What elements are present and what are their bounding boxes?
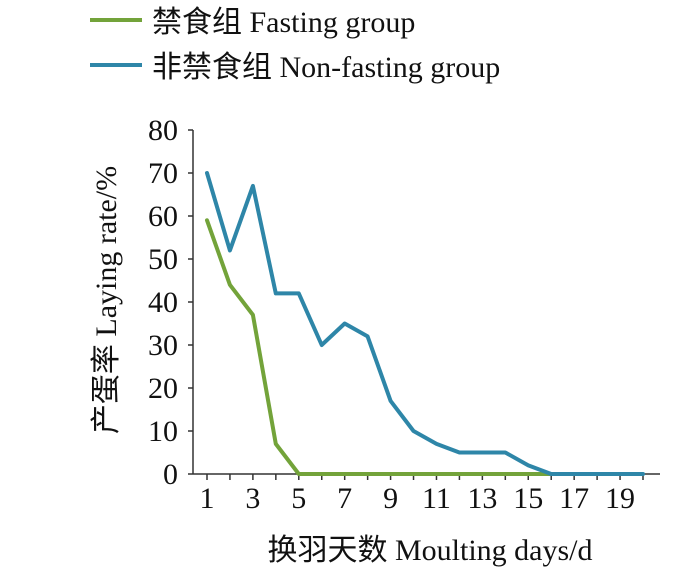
x-tick-label: 19 bbox=[605, 482, 635, 515]
y-tick-label: 0 bbox=[163, 458, 178, 491]
series-lines bbox=[205, 171, 645, 476]
y-tick-label: 30 bbox=[148, 329, 178, 362]
y-axis-ticks: 0 10 20 30 40 50 60 70 80 bbox=[148, 114, 193, 491]
series-line-non-fasting bbox=[205, 171, 645, 476]
y-tick-label: 20 bbox=[148, 372, 178, 405]
series-line-fasting bbox=[205, 218, 554, 476]
x-tick-label: 11 bbox=[422, 482, 451, 515]
x-tick-label: 17 bbox=[559, 482, 589, 515]
legend: 禁食组 Fasting group 非禁食组 Non-fasting group bbox=[90, 6, 500, 84]
x-axis-ticks: 1 3 5 7 9 11 13 15 17 19 bbox=[200, 474, 644, 515]
y-tick-label: 50 bbox=[148, 243, 178, 276]
y-axis-title: 产蛋率 Laying rate/% bbox=[90, 166, 123, 434]
x-tick-label: 1 bbox=[200, 482, 215, 515]
legend-label-fasting: 禁食组 Fasting group bbox=[152, 6, 415, 39]
y-tick-label: 40 bbox=[148, 286, 178, 319]
y-tick-label: 10 bbox=[148, 415, 178, 448]
y-tick-label: 60 bbox=[148, 200, 178, 233]
x-tick-label: 3 bbox=[245, 482, 260, 515]
legend-label-non-fasting: 非禁食组 Non-fasting group bbox=[152, 51, 500, 84]
y-tick-label: 70 bbox=[148, 157, 178, 190]
y-tick-label: 80 bbox=[148, 114, 178, 147]
x-tick-label: 7 bbox=[337, 482, 352, 515]
x-tick-label: 9 bbox=[383, 482, 398, 515]
x-axis-title: 换羽天数 Moulting days/d bbox=[267, 534, 592, 567]
x-tick-label: 13 bbox=[467, 482, 497, 515]
x-tick-label: 5 bbox=[291, 482, 306, 515]
x-tick-label: 15 bbox=[513, 482, 543, 515]
